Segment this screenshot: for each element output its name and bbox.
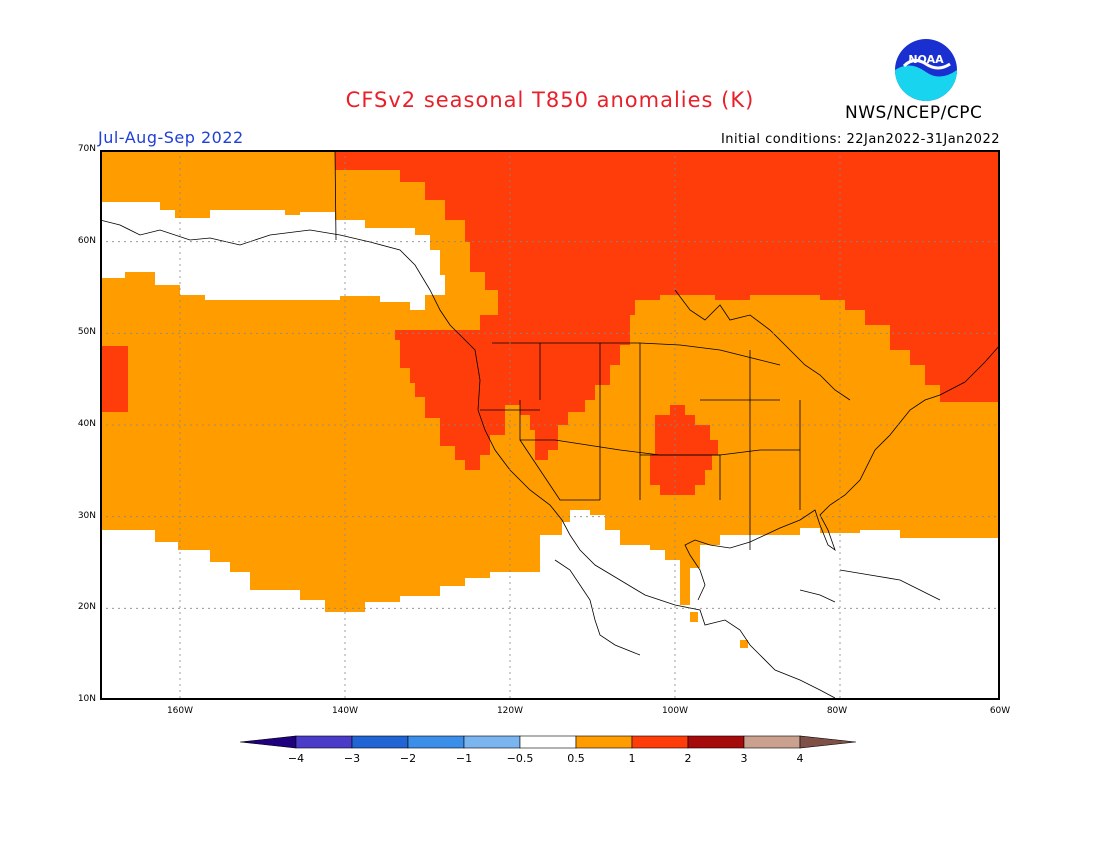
initial-conditions-label: Initial conditions: 22Jan2022-31Jan2022 — [720, 132, 1000, 147]
lat-label-30n: 30N — [77, 511, 96, 521]
lat-label-60n: 60N — [77, 236, 96, 246]
colorbar-cell — [631, 735, 689, 749]
lon-label-60w: 60W — [989, 706, 1011, 716]
chart-title: CFSv2 seasonal T850 anomalies (K) — [345, 88, 755, 112]
colorbar-cell — [463, 735, 521, 749]
neutral-region-alaska — [100, 202, 445, 310]
lat-label-10n: 10N — [77, 694, 96, 704]
anomaly-map — [100, 150, 1000, 700]
season-label: Jul-Aug-Sep 2022 — [98, 128, 244, 147]
lon-label-120w: 120W — [496, 706, 524, 716]
graticule — [100, 150, 1000, 700]
colorbar-label: −2 — [399, 752, 417, 765]
colorbar-label: 0.5 — [567, 752, 585, 765]
colorbar-label: 2 — [684, 752, 692, 765]
lon-label-140w: 140W — [331, 706, 359, 716]
neutral-region-south — [100, 510, 1000, 700]
lat-label-50n: 50N — [77, 327, 96, 337]
anomaly-region-strong-warm-pacific — [100, 346, 128, 412]
colorbar-cell — [295, 735, 353, 749]
colorbar-label: −0.5 — [506, 752, 534, 765]
coastlines — [100, 219, 1000, 699]
colorbar — [240, 735, 857, 749]
colorbar-arrow-right — [799, 735, 857, 749]
lat-label-20n: 20N — [77, 602, 96, 612]
lon-label-100w: 100W — [661, 706, 689, 716]
colorbar-cell — [575, 735, 633, 749]
colorbar-label: −4 — [287, 752, 305, 765]
colorbar-cell — [351, 735, 409, 749]
anomaly-region-strong-warm-plains — [650, 405, 718, 495]
colorbar-cell — [743, 735, 801, 749]
logo-text: NOAA — [908, 53, 944, 66]
colorbar-arrow-left — [240, 735, 297, 749]
colorbar-cell — [687, 735, 745, 749]
agency-label: NWS/NCEP/CPC — [845, 103, 983, 123]
colorbar-cell — [519, 735, 577, 749]
anomaly-region-strong-warm-north — [335, 150, 1000, 470]
colorbar-label: −1 — [455, 752, 473, 765]
lon-label-160w: 160W — [166, 706, 194, 716]
noaa-logo: NOAA — [895, 39, 957, 101]
colorbar-label: 4 — [796, 752, 804, 765]
lon-label-80w: 80W — [826, 706, 848, 716]
colorbar-label: 1 — [628, 752, 636, 765]
lat-label-40n: 40N — [77, 419, 96, 429]
colorbar-label: −3 — [343, 752, 361, 765]
map-frame — [100, 150, 1000, 700]
lat-label-70n: 70N — [77, 144, 96, 154]
colorbar-label: 3 — [740, 752, 748, 765]
colorbar-cell — [407, 735, 465, 749]
